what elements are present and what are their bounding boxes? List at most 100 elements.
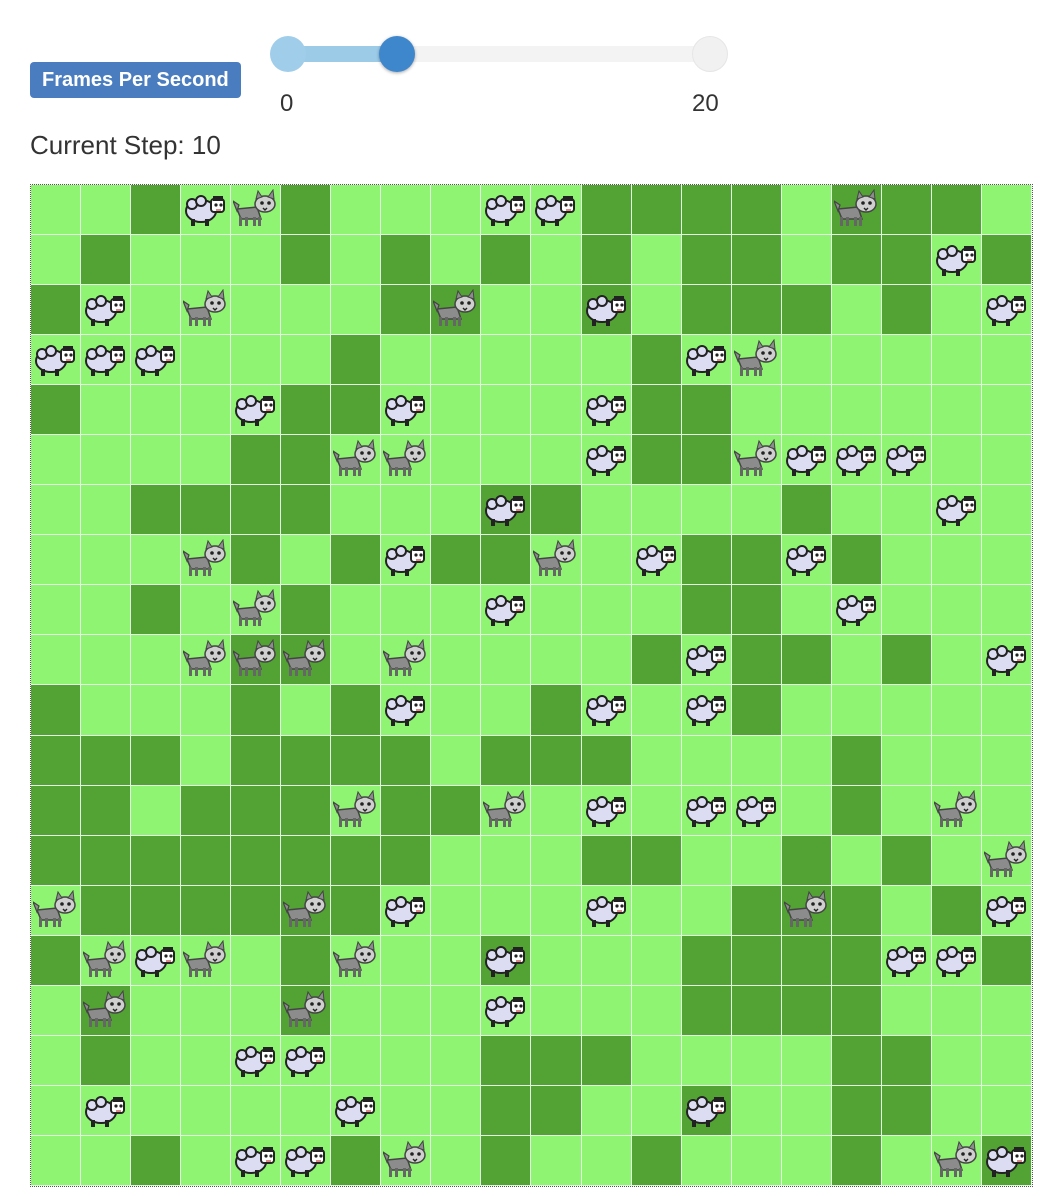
patch-grass: [231, 385, 282, 436]
patch-grass: [331, 235, 382, 286]
patch-grass: [131, 635, 182, 686]
patch-grass: [531, 585, 582, 636]
patch-grass: [531, 385, 582, 436]
patch-eaten: [531, 1085, 582, 1136]
patch-eaten: [881, 635, 932, 686]
patch-grass: [331, 185, 382, 236]
slider-min-handle[interactable]: [270, 36, 306, 72]
patch-grass: [31, 435, 82, 486]
patch-eaten: [981, 235, 1032, 286]
patch-eaten: [731, 635, 782, 686]
patch-grass: [81, 535, 132, 586]
patch-grass: [631, 285, 682, 336]
patch-grass: [431, 835, 482, 886]
patch-grass: [81, 1135, 132, 1186]
patch-grass: [531, 935, 582, 986]
patch-eaten: [481, 1085, 532, 1136]
patch-grass: [81, 585, 132, 636]
patch-grass: [381, 935, 432, 986]
patch-grass: [31, 1035, 82, 1086]
patch-grass: [431, 1085, 482, 1136]
patch-grass: [131, 1035, 182, 1086]
slider-fill: [288, 46, 397, 62]
patch-grass: [531, 235, 582, 286]
patch-eaten: [181, 485, 232, 536]
slider-handle[interactable]: [379, 36, 415, 72]
patch-eaten: [281, 485, 332, 536]
patch-grass: [381, 885, 432, 936]
patch-grass: [681, 335, 732, 386]
patch-grass: [881, 585, 932, 636]
patch-grass: [981, 785, 1032, 836]
patch-eaten: [481, 735, 532, 786]
patch-eaten: [731, 535, 782, 586]
patch-eaten: [131, 885, 182, 936]
patch-eaten: [931, 885, 982, 936]
patch-eaten: [881, 835, 932, 886]
patch-grass: [431, 1035, 482, 1086]
patch-grass: [281, 1135, 332, 1186]
patch-grass: [81, 285, 132, 336]
fps-slider[interactable]: [270, 36, 728, 72]
patch-grass: [231, 185, 282, 236]
patch-grass: [981, 185, 1032, 236]
patch-grass: [781, 435, 832, 486]
patch-grass: [631, 1085, 682, 1136]
patch-grass: [731, 335, 782, 386]
patch-grass: [381, 1135, 432, 1186]
patch-grass: [431, 185, 482, 236]
patch-eaten: [81, 735, 132, 786]
patch-eaten: [831, 535, 882, 586]
simulation-grid[interactable]: [30, 184, 1033, 1187]
patch-grass: [81, 485, 132, 536]
patch-grass: [981, 835, 1032, 886]
patch-grass: [931, 385, 982, 436]
patch-grass: [881, 1135, 932, 1186]
patch-grass: [531, 785, 582, 836]
patch-eaten: [331, 685, 382, 736]
patch-grass: [131, 435, 182, 486]
patch-grass: [831, 285, 882, 336]
patch-grass: [231, 1085, 282, 1136]
patch-grass: [31, 885, 82, 936]
patch-eaten: [481, 485, 532, 536]
patch-grass: [781, 535, 832, 586]
patch-grass: [431, 435, 482, 486]
patch-grass: [481, 885, 532, 936]
patch-grass: [881, 885, 932, 936]
slider-min-label: 0: [280, 90, 294, 117]
patch-grass: [631, 985, 682, 1036]
patch-grass: [181, 335, 232, 386]
patch-eaten: [731, 585, 782, 636]
patch-eaten: [581, 835, 632, 886]
patch-grass: [731, 835, 782, 886]
patch-grass: [331, 985, 382, 1036]
patch-grass: [181, 985, 232, 1036]
patch-grass: [981, 585, 1032, 636]
patch-grass: [181, 235, 232, 286]
patch-eaten: [581, 235, 632, 286]
patch-grass: [931, 1085, 982, 1136]
patch-grass: [181, 735, 232, 786]
patch-grass: [481, 585, 532, 636]
patch-grass: [531, 435, 582, 486]
patch-eaten: [231, 885, 282, 936]
patch-eaten: [281, 935, 332, 986]
patch-grass: [731, 1135, 782, 1186]
patch-grass: [481, 435, 532, 486]
patch-grass: [931, 985, 982, 1036]
patch-eaten: [631, 835, 682, 886]
patch-grass: [981, 285, 1032, 336]
patch-eaten: [31, 735, 82, 786]
slider-max-handle[interactable]: [692, 36, 728, 72]
patch-grass: [681, 735, 732, 786]
patch-grass: [531, 635, 582, 686]
patch-eaten: [781, 285, 832, 336]
patch-grass: [381, 535, 432, 586]
patch-grass: [31, 535, 82, 586]
patch-eaten: [631, 335, 682, 386]
patch-grass: [531, 985, 582, 1036]
patch-grass: [831, 485, 882, 536]
patch-grass: [831, 585, 882, 636]
patch-eaten: [131, 585, 182, 636]
